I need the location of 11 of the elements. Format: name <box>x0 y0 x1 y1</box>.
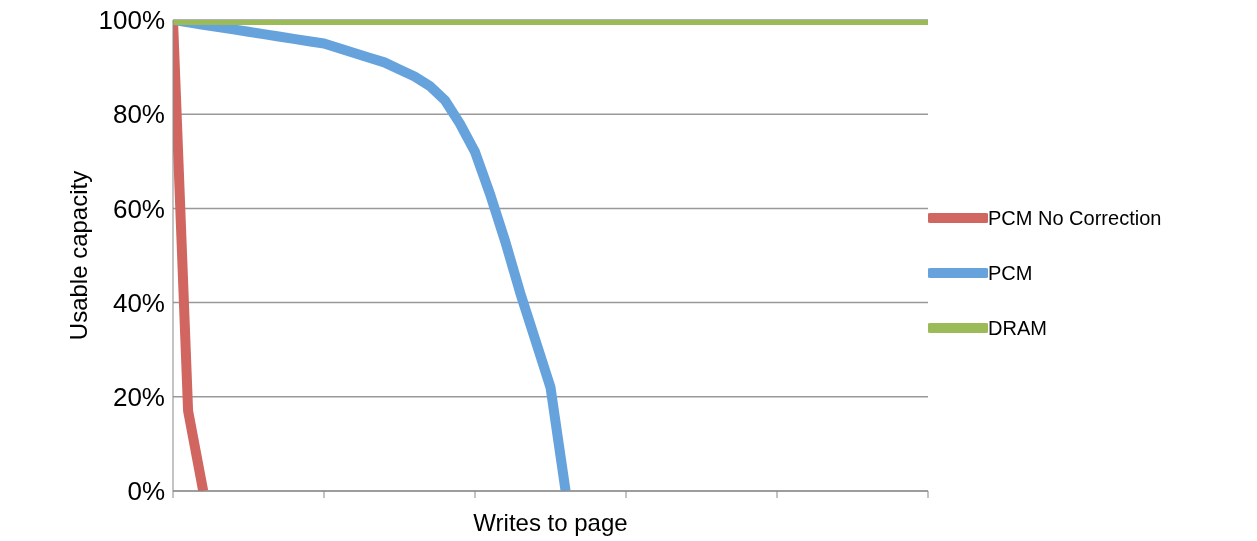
y-tick-label: 60% <box>112 193 165 224</box>
legend-label: PCM No Correction <box>988 206 1162 230</box>
x-axis-title: Writes to page <box>473 509 628 536</box>
y-tick-label: 40% <box>112 287 165 318</box>
y-axis-title: Usable capacity <box>64 170 92 341</box>
y-tick-label: 80% <box>112 99 165 130</box>
y-tick-label: 20% <box>112 382 165 413</box>
legend-label: PCM <box>988 261 1033 285</box>
y-tick-label: 0% <box>127 476 165 507</box>
y-tick-label: 100% <box>98 5 165 36</box>
legend-label: DRAM <box>988 316 1047 340</box>
